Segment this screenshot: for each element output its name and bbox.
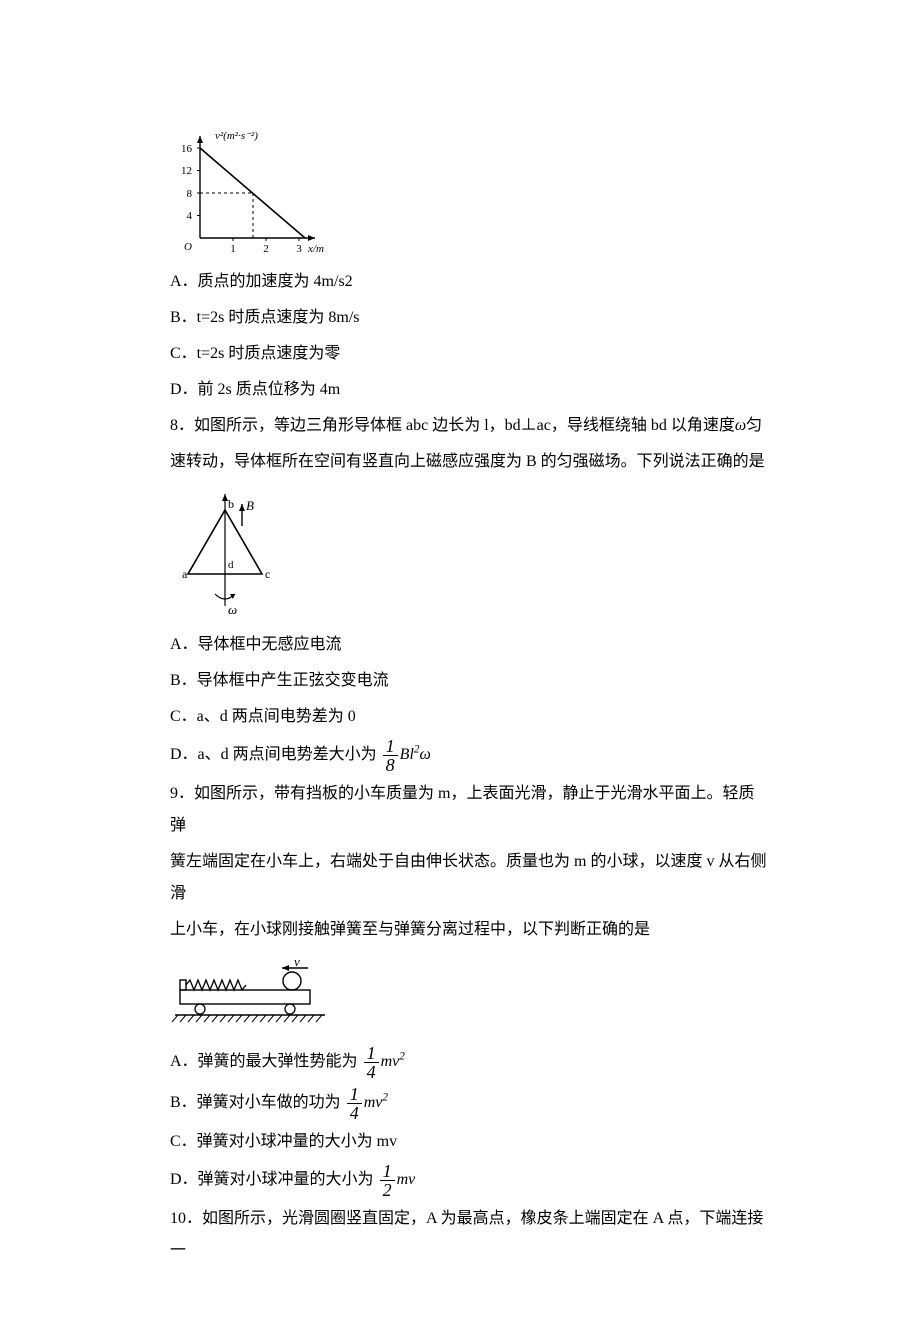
figure-q9-cart: v: [170, 960, 770, 1030]
svg-text:4: 4: [187, 210, 193, 222]
q9-a-tail: mv2: [381, 1053, 405, 1070]
q8-option-c: C．a、d 两点间电势差为 0: [170, 701, 770, 733]
q8-d-tail: Bl2ω: [400, 746, 431, 763]
q9-stem-3: 上小车，在小球刚接触弹簧至与弹簧分离过程中，以下判断正确的是: [170, 914, 770, 946]
q8-stem: 8．如图所示，等边三角形导体框 abc 边长为 l，bd⊥ac，导线框绕轴 bd…: [170, 410, 770, 442]
svg-text:b: b: [228, 497, 234, 511]
figure-q7-graph: 4 8 12 16 1 2 3 O v²(m²·s⁻²) x/m: [170, 128, 770, 258]
q8-option-d: D．a、d 两点间电势差大小为 1 8 Bl2ω: [170, 737, 770, 774]
q9-d-fraction: 1 2: [380, 1162, 395, 1199]
svg-text:x/m: x/m: [307, 243, 324, 255]
q10-stem: 10．如图所示，光滑圆圈竖直固定，A 为最高点，橡皮条上端固定在 A 点，下端连…: [170, 1203, 770, 1267]
q9-option-d: D．弹簧对小球冲量的大小为 1 2 mv: [170, 1162, 770, 1199]
q9-d-pre: D．弹簧对小球冲量的大小为: [170, 1171, 374, 1188]
figure-q8-triangle: a c b d B ω: [170, 486, 770, 621]
q7-option-c: C．t=2s 时质点速度为零: [170, 338, 770, 370]
svg-text:8: 8: [187, 188, 193, 200]
q8-stem-b: 匀: [746, 417, 762, 434]
q8-omega: ω: [735, 417, 746, 434]
svg-text:B: B: [246, 498, 254, 513]
q8-d-fraction: 1 8: [383, 737, 398, 774]
q8-d-pre: D．a、d 两点间电势差大小为: [170, 746, 377, 763]
svg-text:v: v: [294, 960, 300, 969]
svg-text:d: d: [228, 559, 234, 571]
svg-text:v²(m²·s⁻²): v²(m²·s⁻²): [215, 130, 258, 142]
svg-text:3: 3: [296, 243, 302, 255]
svg-text:a: a: [182, 567, 188, 581]
q9-b-pre: B．弹簧对小车做的功为: [170, 1094, 341, 1111]
svg-text:ω: ω: [228, 602, 237, 617]
q8-stem-a: 8．如图所示，等边三角形导体框 abc 边长为 l，bd⊥ac，导线框绕轴 bd…: [170, 417, 735, 434]
q9-b-fraction: 1 4: [347, 1085, 362, 1122]
svg-text:16: 16: [181, 143, 193, 155]
q8-stem-c: 速转动，导体框所在空间有竖直向上磁感应强度为 B 的匀强磁场。下列说法正确的是: [170, 446, 770, 478]
q9-a-pre: A．弹簧的最大弹性势能为: [170, 1053, 358, 1070]
svg-text:c: c: [265, 567, 270, 581]
q9-a-fraction: 1 4: [364, 1044, 379, 1081]
q9-option-c: C．弹簧对小球冲量的大小为 mv: [170, 1126, 770, 1158]
q7-option-d: D．前 2s 质点位移为 4m: [170, 374, 770, 406]
svg-text:2: 2: [263, 243, 269, 255]
q9-stem-1: 9．如图所示，带有挡板的小车质量为 m，上表面光滑，静止于光滑水平面上。轻质弹: [170, 778, 770, 842]
svg-text:O: O: [184, 241, 192, 253]
q9-option-b: B．弹簧对小车做的功为 1 4 mv2: [170, 1085, 770, 1122]
q7-option-a: A．质点的加速度为 4m/s2: [170, 266, 770, 298]
svg-text:12: 12: [181, 165, 192, 177]
q9-stem-2: 簧左端固定在小车上，右端处于自由伸长状态。质量也为 m 的小球，以速度 v 从右…: [170, 846, 770, 910]
q8-option-b: B．导体框中产生正弦交变电流: [170, 665, 770, 697]
svg-text:1: 1: [230, 243, 236, 255]
q7-option-b: B．t=2s 时质点速度为 8m/s: [170, 302, 770, 334]
q9-b-tail: mv2: [364, 1094, 388, 1111]
q9-option-a: A．弹簧的最大弹性势能为 1 4 mv2: [170, 1044, 770, 1081]
q9-d-tail: mv: [397, 1171, 416, 1188]
q8-option-a: A．导体框中无感应电流: [170, 629, 770, 661]
